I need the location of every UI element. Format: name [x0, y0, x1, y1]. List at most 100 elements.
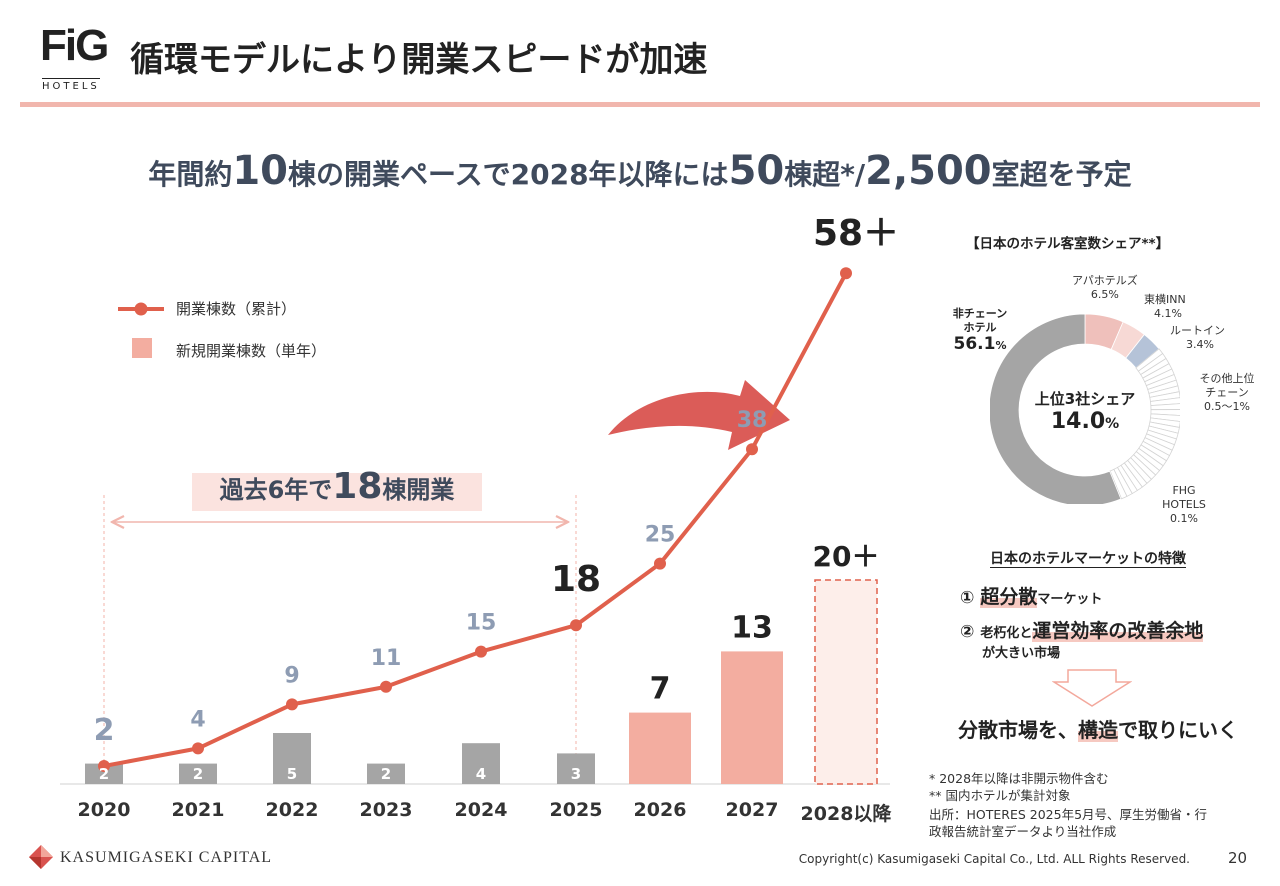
- nonchain-name-2: ホテル: [963, 321, 997, 334]
- donut-center-value: 14.0: [1050, 409, 1106, 434]
- note-3: 出所：HOTERES 2025年5月号、厚生労働省・行: [929, 807, 1208, 822]
- x-tick-2026: 2026: [634, 799, 687, 821]
- bar-label-2023: 2: [381, 765, 391, 783]
- apa-name: アパホテルズ: [1072, 274, 1138, 287]
- apa-label: アパホテルズ 6.5%: [1072, 274, 1138, 302]
- bar-label-2027: 13: [731, 610, 773, 645]
- kasumigaseki-logo-icon: [29, 845, 53, 869]
- feature-1-highlight: 超分散: [980, 586, 1038, 608]
- line-point-2026: [654, 557, 666, 570]
- note-4: 政報告統計室データより当社作成: [929, 824, 1117, 839]
- fhg-name-1: FHG: [1172, 484, 1196, 497]
- headline-number-3: 2,500: [865, 148, 992, 194]
- bar-label-2026: 7: [650, 672, 671, 707]
- nonchain-name-1: 非チェーン: [952, 307, 1008, 320]
- donut-chart: [990, 313, 1180, 504]
- headline-text-2: 棟の開業ペースで2028年以降には: [288, 158, 729, 191]
- bar-label-2025: 3: [571, 765, 581, 783]
- bar-label-2024: 4: [476, 765, 486, 783]
- legend-line-marker: [134, 302, 148, 316]
- routein-label: ルートイン 3.4%: [1170, 324, 1225, 352]
- line-point-2027: [746, 443, 758, 456]
- legend-bar-label: 新規開業棟数（単年）: [176, 342, 327, 360]
- fhg-name-2: HOTELS: [1162, 498, 1206, 511]
- line-point-2024: [475, 645, 487, 658]
- headline-text-1: 年間約: [148, 158, 233, 191]
- feature-2-num: ②: [960, 622, 975, 642]
- conclusion-a: 分散市場を、: [958, 718, 1078, 742]
- donut-center-unit: %: [1105, 416, 1120, 432]
- apa-value: 6.5%: [1090, 288, 1119, 301]
- legend-swatches: [118, 302, 164, 358]
- copyright: Copyright(c) Kasumigaseki Capital Co., L…: [798, 852, 1190, 866]
- bar-2022: [273, 733, 311, 784]
- note-1: * 2028年以降は非開示物件含む: [929, 771, 1109, 786]
- line-label-2022: 9: [284, 663, 299, 688]
- line-point-2022: [286, 698, 298, 711]
- feature-2-highlight: 運営効率の改善余地: [1032, 620, 1204, 642]
- line-label-2023: 11: [371, 646, 402, 671]
- x-tick-2021: 2021: [172, 799, 225, 821]
- x-tick-2024: 2024: [455, 799, 508, 821]
- line-point-2028以降: [840, 267, 852, 280]
- headline: 年間約10棟の開業ペースで2028年以降には50棟超*/2,500室超を予定: [0, 148, 1280, 194]
- page-title: 循環モデルにより開業スピードが加速: [130, 40, 708, 80]
- x-tick-2027: 2027: [726, 799, 779, 821]
- nonchain-unit: %: [995, 339, 1007, 352]
- toyoko-name: 東横INN: [1144, 293, 1186, 306]
- fhg-logo-sub: HOTELS: [42, 78, 100, 92]
- features-title-text: 日本のホテルマーケットの特徴: [990, 551, 1186, 568]
- past-callout-highlight: [192, 473, 482, 511]
- other-chain-value: 0.5〜1%: [1204, 400, 1250, 413]
- feature-2-b: が大きい市場: [982, 646, 1061, 661]
- bar-label-2020: 2: [99, 765, 109, 783]
- bar-2021: [179, 763, 217, 784]
- bar-2020: [85, 763, 123, 784]
- feature-2: ② 老朽化と運営効率の改善余地: [960, 616, 1204, 643]
- feature-2-a: 老朽化と: [980, 626, 1033, 641]
- line-label-2020: 2: [94, 713, 115, 748]
- bar-2025: [557, 753, 595, 784]
- feature-2-line2: が大きい市場: [982, 642, 1060, 662]
- bar-2027: [721, 651, 783, 784]
- feature-1-rest: マーケット: [1037, 592, 1103, 607]
- page-number: 20: [1228, 849, 1248, 867]
- line-point-2021: [192, 742, 204, 755]
- donut-seg-5: [990, 313, 1122, 504]
- bar-2026: [629, 712, 691, 784]
- feature-1: ① 超分散マーケット: [960, 582, 1102, 609]
- fhg-label: FHG HOTELS 0.1%: [1156, 484, 1212, 526]
- x-tick-2020: 2020: [78, 799, 131, 821]
- conclusion: 分散市場を、構造で取りにいく: [918, 714, 1278, 743]
- fhg-logo-mark: FiG: [40, 21, 109, 70]
- past-callout-text-1: 過去6年で: [219, 476, 333, 504]
- note-2: ** 国内ホテルが集計対象: [929, 788, 1071, 803]
- line-point-2020: [98, 760, 110, 772]
- conclusion-highlight: 構造: [1078, 718, 1118, 742]
- footer-brand: KASUMIGASEKI CAPITAL: [60, 849, 273, 866]
- donut-center: 上位3社シェア 14.0%: [1018, 388, 1152, 434]
- past-callout: 過去6年で18棟開業: [192, 466, 482, 507]
- past-callout-text-2: 棟開業: [382, 476, 455, 504]
- bar-label-2021: 2: [193, 765, 203, 783]
- toyoko-label: 東横INN 4.1%: [1144, 293, 1186, 321]
- donut-title: 【日本のホテル客室数シェア**】: [966, 236, 1170, 252]
- headline-text-3: 棟超*/: [784, 158, 866, 191]
- bar-2024: [462, 743, 500, 784]
- growth-arrow-icon: [608, 380, 790, 450]
- line-label-2024: 15: [466, 611, 497, 636]
- donut-center-label: 上位3社シェア: [1034, 390, 1136, 408]
- line-label-2028以降: 58＋: [813, 213, 899, 254]
- past-callout-number: 18: [332, 466, 383, 507]
- nonchain-label: 非チェーン ホテル 56.1%: [940, 307, 1020, 353]
- nonchain-value: 56.1: [953, 334, 996, 354]
- x-tick-2022: 2022: [266, 799, 319, 821]
- x-tick-2025: 2025: [550, 799, 603, 821]
- routein-name: ルートイン: [1170, 324, 1225, 337]
- line-label-2026: 25: [645, 523, 676, 548]
- bar-2023: [367, 763, 405, 784]
- legend-line-label: 開業棟数（累計）: [176, 300, 297, 318]
- other-chain-name-1: その他上位: [1199, 372, 1255, 385]
- line-label-2027: 38: [737, 408, 768, 433]
